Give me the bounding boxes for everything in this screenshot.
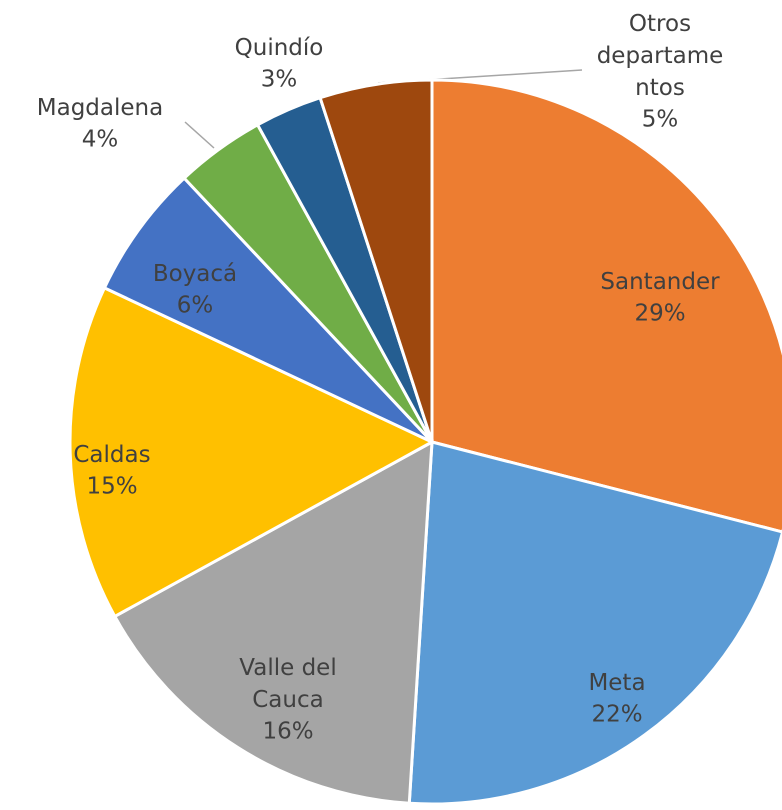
slice-label: Santander xyxy=(600,269,720,295)
label-line: departame xyxy=(597,43,724,69)
slice-label: Quindío xyxy=(235,35,324,61)
label-line: Magdalena xyxy=(37,95,163,121)
slice-label: Otros departame ntos xyxy=(597,11,724,101)
slice-value: 6% xyxy=(177,293,214,319)
pie-slice xyxy=(407,440,782,806)
label-line: Cauca xyxy=(252,687,323,713)
slice-value: 3% xyxy=(261,67,298,93)
label-line: ntos xyxy=(635,75,685,101)
pie-slice xyxy=(318,78,434,443)
slice-label: Meta xyxy=(588,670,645,696)
slice-label: Boyacá xyxy=(153,261,237,287)
leader-line xyxy=(184,121,215,149)
slice-value: 22% xyxy=(591,702,642,728)
pie-slice xyxy=(68,285,436,619)
slice-value: 15% xyxy=(86,474,137,500)
label-line: Boyacá xyxy=(153,261,237,287)
label-line: Santander xyxy=(600,269,720,295)
label-line: Meta xyxy=(588,670,645,696)
label-line: Caldas xyxy=(73,442,150,468)
label-line: Quindío xyxy=(235,35,324,61)
label-line: Valle del xyxy=(239,655,336,681)
slice-value: 16% xyxy=(262,719,313,745)
slice-label: Magdalena xyxy=(37,95,163,121)
slice-label: Caldas xyxy=(73,442,150,468)
slice-value: 4% xyxy=(82,127,119,153)
slice-value: 29% xyxy=(634,301,685,327)
slice-label: Valle del Cauca xyxy=(239,655,336,713)
slice-value: 5% xyxy=(642,107,679,133)
pie-slice xyxy=(102,175,434,444)
pie-slice xyxy=(430,78,782,534)
pie-slice xyxy=(112,439,434,805)
slices xyxy=(68,78,782,806)
label-line: Otros xyxy=(629,11,691,37)
